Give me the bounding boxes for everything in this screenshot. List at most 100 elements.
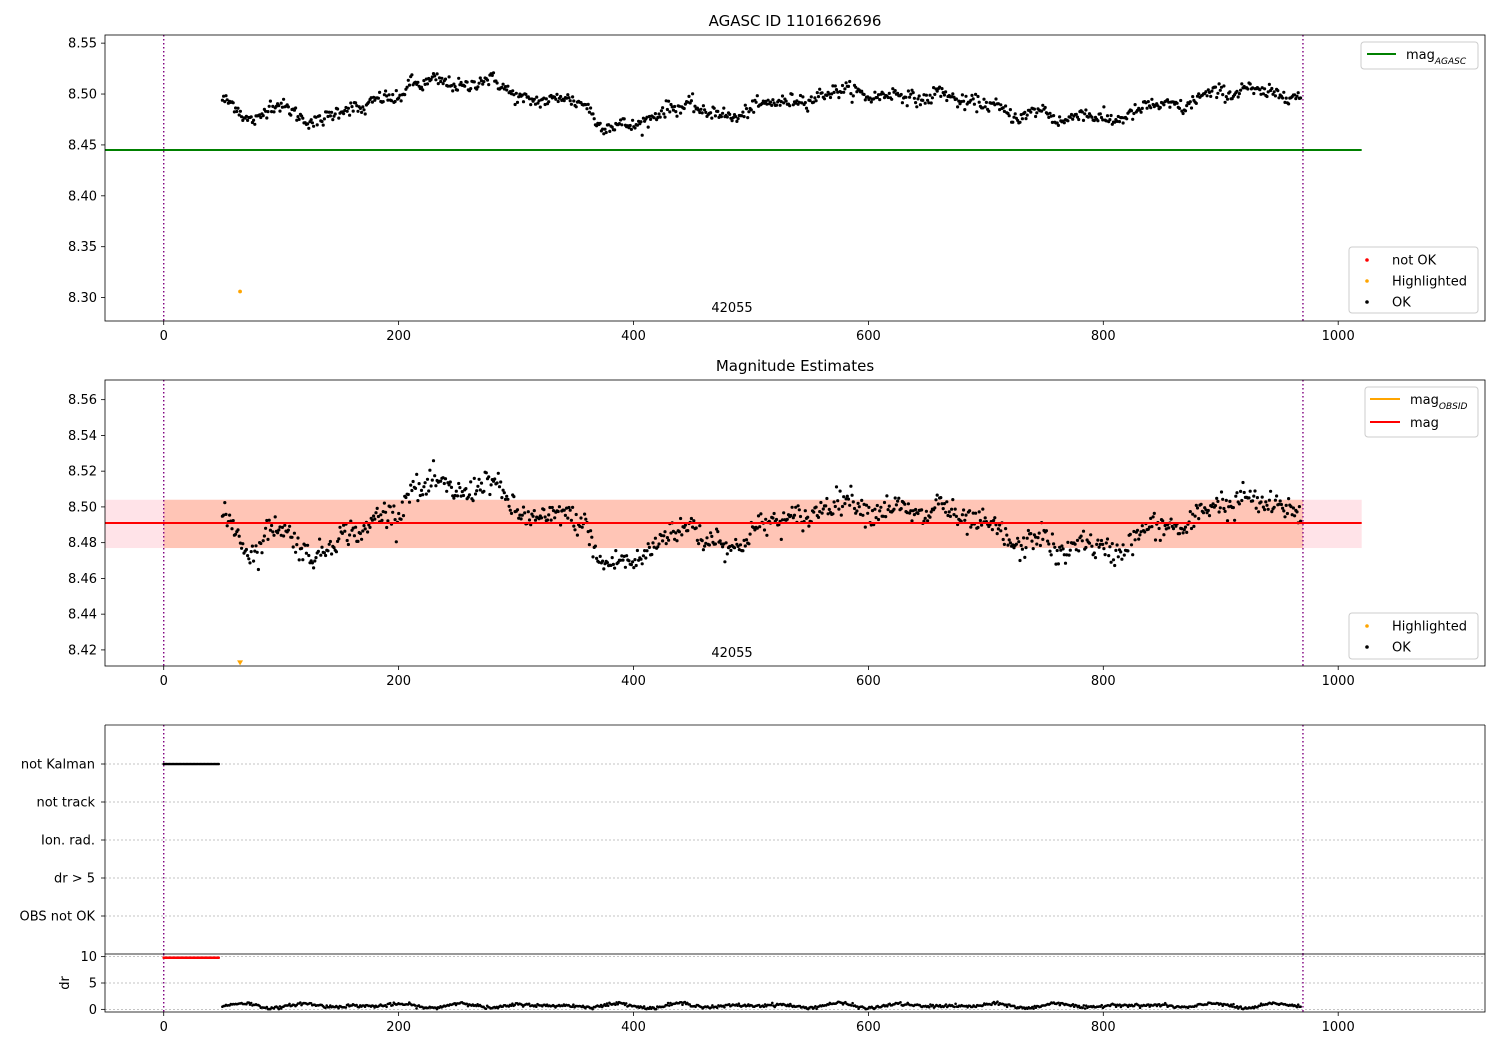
ok-point <box>459 494 463 498</box>
ok-point <box>277 104 281 108</box>
ok-point <box>1139 530 1143 534</box>
ok-point <box>389 99 394 103</box>
ok-point <box>808 99 812 103</box>
ok-point <box>1019 543 1023 548</box>
ok-point <box>780 518 785 522</box>
ok-point <box>873 90 877 94</box>
ok-point <box>375 506 379 510</box>
ok-point <box>647 545 652 550</box>
ok-point <box>356 109 360 113</box>
dr-point <box>762 1005 766 1009</box>
ok-point <box>567 505 571 510</box>
dr-point <box>715 1006 719 1010</box>
ok-point <box>441 82 445 86</box>
ok-point <box>934 498 938 502</box>
legend-marker <box>1365 300 1369 304</box>
ok-point <box>286 105 290 109</box>
ok-point <box>1098 542 1102 547</box>
ok-point <box>686 529 690 533</box>
ok-point <box>476 85 480 89</box>
ok-point <box>909 509 913 513</box>
ok-point <box>566 516 570 520</box>
ok-point <box>816 515 821 520</box>
ok-point <box>1283 515 1287 519</box>
ok-point <box>741 549 745 553</box>
ok-point <box>1132 529 1136 534</box>
ok-point <box>1092 551 1096 555</box>
ok-point <box>294 550 298 554</box>
ok-point <box>712 106 716 110</box>
ok-point <box>254 544 258 548</box>
x-tick-label: 1000 <box>1322 674 1355 689</box>
ok-point <box>1277 502 1281 506</box>
ok-point <box>1056 123 1060 127</box>
dr-point <box>856 1005 859 1008</box>
ok-point <box>1016 536 1020 540</box>
x-tick-label: 200 <box>386 329 411 344</box>
ok-point <box>479 79 484 83</box>
ok-point <box>443 477 448 481</box>
ok-point <box>1162 103 1166 107</box>
ok-point <box>452 496 456 500</box>
ok-point <box>511 89 515 93</box>
dr-point <box>1071 1003 1075 1006</box>
ok-point <box>472 80 476 84</box>
x-tick-label: 0 <box>160 329 168 344</box>
ok-point <box>264 526 268 530</box>
ok-point <box>240 546 244 550</box>
ok-point <box>1081 118 1086 122</box>
ok-point <box>1224 498 1228 502</box>
ok-point <box>508 508 512 512</box>
ok-point <box>481 82 485 86</box>
ok-point <box>1012 115 1016 119</box>
ok-point <box>945 98 949 103</box>
ok-point <box>384 89 388 93</box>
ok-point <box>571 505 575 509</box>
dr-point <box>680 1001 683 1004</box>
dr-point <box>666 1001 670 1005</box>
ok-point <box>1041 103 1045 107</box>
ok-point <box>224 94 228 98</box>
ok-point <box>700 111 704 115</box>
ok-point <box>822 97 827 101</box>
ok-point <box>521 100 526 104</box>
ok-point <box>294 106 298 110</box>
ok-point <box>1290 513 1294 517</box>
ok-point <box>1131 117 1135 121</box>
ok-point <box>1255 496 1259 500</box>
ok-point <box>1192 524 1196 529</box>
ok-point <box>259 541 263 546</box>
ok-point <box>512 495 516 499</box>
ok-point <box>230 527 234 531</box>
ok-point <box>487 475 491 479</box>
ok-point <box>1270 86 1274 91</box>
ok-point <box>704 110 708 114</box>
ok-point <box>710 116 714 120</box>
ok-point <box>283 523 287 527</box>
ok-point <box>645 115 649 119</box>
ok-point <box>1179 98 1183 103</box>
ok-point <box>622 117 626 121</box>
ok-point <box>547 513 551 517</box>
ok-point <box>437 76 442 80</box>
ok-point <box>698 524 702 528</box>
ok-point <box>861 513 865 517</box>
ok-point <box>352 534 356 538</box>
ok-point <box>915 105 919 109</box>
ok-point <box>857 505 861 509</box>
ok-point <box>839 90 843 94</box>
ok-point <box>782 511 786 515</box>
ok-point <box>533 102 538 106</box>
ok-point <box>523 511 527 515</box>
ok-point <box>996 102 1001 106</box>
ok-point <box>295 118 299 122</box>
ok-point <box>801 95 805 99</box>
ok-point <box>361 105 365 109</box>
ok-point <box>1077 549 1081 553</box>
ok-point <box>869 100 873 104</box>
ok-point <box>665 107 670 112</box>
ok-point <box>406 492 410 497</box>
ok-point <box>310 121 314 125</box>
ok-point <box>292 531 296 535</box>
ok-point <box>729 548 733 553</box>
